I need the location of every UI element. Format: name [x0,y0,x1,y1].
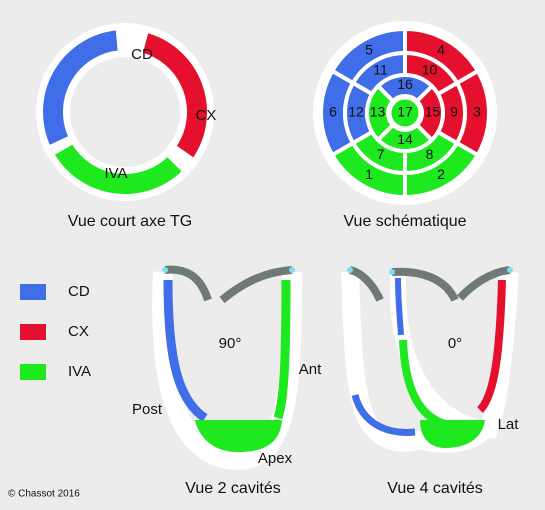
valve [348,266,511,302]
territory-label: CX [196,107,217,124]
segment-label: 14 [397,131,413,147]
segment-label: 15 [425,104,441,120]
valve [164,265,293,304]
short-axis-view: CD CX IVA Vue court axe TG [36,23,217,230]
cd-territory [395,277,404,336]
cd-territory [163,279,208,422]
wall-label: Post [132,401,163,418]
cx-territory [138,28,211,163]
segment-label: 6 [329,104,337,120]
segment-label: 12 [348,104,364,120]
segment-label: 13 [370,104,386,120]
septum-outline [389,274,514,439]
iva-territory [49,139,188,198]
territory-label: IVA [104,165,127,182]
segment-label: 11 [373,61,388,77]
annulus-point [389,269,395,275]
wall-label: Apex [258,450,293,467]
annulus-point [289,267,295,273]
segment-label: 2 [437,166,445,182]
cd-territory [351,393,416,436]
caption: Vue court axe TG [68,213,193,230]
legend: CD CX IVA [20,283,91,380]
angle-label: 90° [219,335,242,352]
wall-label: Lat [498,416,520,433]
segment-label: 4 [437,41,445,57]
legend-swatch [20,284,46,300]
angle-label: 0° [448,335,462,352]
two-chamber-view: 90° Ant Post Apex Vue 2 cavités [132,265,322,497]
segment-label: 10 [422,61,438,77]
cx-territory [476,279,506,413]
segment-label: 3 [473,104,481,120]
segment [375,73,435,104]
segment-label: 8 [426,146,434,162]
segment-label: 16 [397,76,413,92]
segment-label: 1 [365,166,373,182]
legend-label: CD [68,283,90,300]
segment-label: 7 [377,146,385,162]
caption: Vue 4 cavités [387,480,482,497]
apex-territory [195,420,282,452]
wall-label: Ant [299,361,322,378]
four-chamber-view: 0° Lat Vue 4 cavités [341,266,520,497]
legend-label: IVA [68,363,91,380]
iva-territory [273,279,291,420]
annulus-point [162,267,168,273]
cd-territory [39,26,122,151]
annulus-point [347,267,353,273]
legend-label: CX [68,323,89,340]
legend-swatch [20,364,46,380]
segment-label: 9 [450,104,458,120]
wall-outline [152,271,302,471]
annulus-point [507,267,513,273]
segment [388,96,422,130]
segment-label: 17 [397,104,413,120]
segment-label: 5 [365,41,373,57]
caption: Vue schématique [343,213,466,230]
apex-territory [420,420,485,448]
caption: Vue 2 cavités [185,480,280,497]
territory-label: CD [131,46,153,63]
legend-swatch [20,324,46,340]
credit: © Chassot 2016 [8,489,80,500]
